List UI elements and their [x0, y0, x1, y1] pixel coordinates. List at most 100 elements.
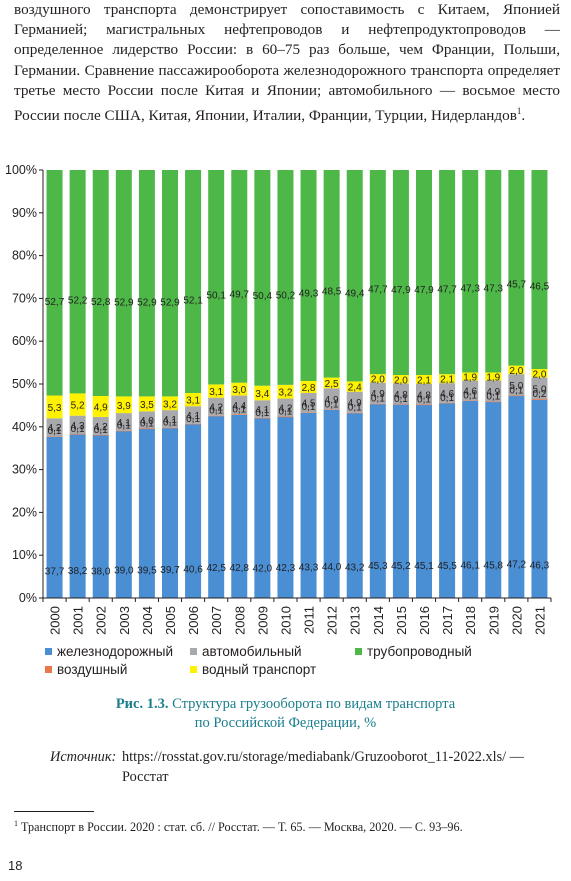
bar-segment [231, 414, 248, 598]
bar-segment [231, 382, 248, 396]
data-label: 5,0 [533, 384, 547, 395]
bar-segment [416, 404, 432, 598]
data-label: 38,2 [68, 566, 88, 577]
bar-segment [162, 427, 178, 429]
legend-swatch [190, 648, 197, 655]
bar-segment [185, 424, 202, 598]
data-label: 0,1 [371, 394, 385, 405]
bar-segment [346, 170, 363, 382]
data-label: 4,9 [486, 387, 500, 398]
data-label: 4,5 [302, 399, 316, 410]
data-label: 4,8 [417, 390, 431, 401]
bar-segment [439, 374, 456, 384]
bar-segment [416, 404, 432, 406]
bar-segment [346, 413, 363, 598]
data-label: 5,2 [71, 401, 85, 412]
bar-segment [92, 395, 109, 417]
bar-segment [138, 396, 155, 412]
y-tick-label: 0% [19, 591, 37, 605]
data-label: 3,5 [140, 400, 154, 411]
bar-segment [323, 377, 340, 389]
bar-segment [162, 396, 178, 411]
y-tick-label: 90% [12, 206, 37, 220]
bar-segment [300, 412, 317, 413]
bar-segment [392, 383, 409, 405]
data-label: 43,2 [345, 563, 365, 574]
bar-segment [508, 395, 525, 397]
data-label: 5,3 [48, 403, 62, 414]
x-tick-label: 2005 [163, 606, 178, 635]
bar-segment [46, 418, 63, 437]
data-label: 4,1 [255, 405, 269, 416]
data-label: 4,2 [94, 422, 108, 433]
bar-segment [323, 388, 340, 410]
data-label: 4,6 [463, 386, 477, 397]
bar-segment [346, 412, 363, 414]
legend-label: трубопроводный [367, 644, 472, 659]
data-label: 3,0 [232, 385, 246, 396]
data-label: 2,5 [325, 379, 339, 390]
bar-segment [462, 380, 479, 401]
data-label: 52,9 [137, 297, 157, 308]
data-label: 50,4 [253, 291, 273, 302]
data-label: 0,1 [325, 399, 339, 410]
body-paragraph-text: воздушного транспорта демонстрирует сопо… [14, 1, 560, 125]
footnote-ref: 1 [516, 106, 522, 117]
bar-segment [254, 417, 271, 419]
bar-segment [485, 170, 502, 373]
data-label: 4,1 [117, 418, 131, 429]
bar-segment [369, 170, 386, 375]
data-label: 42,3 [276, 563, 296, 574]
data-label: 49,7 [230, 289, 250, 300]
data-label: 4,1 [163, 415, 177, 426]
bar-segment [231, 414, 248, 415]
bar-segment [46, 436, 63, 437]
data-label: 2,1 [417, 376, 431, 387]
data-label: 45,2 [391, 561, 411, 572]
bar-segment [92, 416, 109, 435]
bar-segment [462, 372, 479, 381]
data-label: 0,1 [279, 407, 293, 418]
bar-segment [254, 385, 271, 401]
bar-segment [115, 413, 132, 431]
data-label: 3,1 [209, 387, 223, 398]
bar-segment [416, 375, 432, 384]
bar-segment [369, 374, 386, 383]
bar-segment [369, 382, 386, 404]
bars: 37,70,14,25,352,738,20,14,35,252,238,00,… [45, 170, 550, 598]
bar-segment [69, 415, 86, 435]
data-label: 0,1 [255, 408, 269, 419]
data-label: 0,1 [163, 418, 177, 429]
legend-swatch [190, 666, 197, 673]
bar-segment [323, 409, 340, 598]
bar-segment [508, 395, 525, 598]
bar-segment [208, 415, 225, 417]
bar-segment [531, 399, 548, 598]
bar-segment [231, 395, 248, 415]
bar-segment [208, 170, 225, 385]
bar-segment [277, 398, 294, 417]
bar-segment [69, 393, 86, 416]
data-label: 4,8 [394, 390, 408, 401]
y-tick-label: 60% [12, 334, 37, 348]
data-label: 0,1 [509, 386, 523, 397]
data-label: 0,1 [486, 392, 500, 403]
data-label: 52,9 [114, 297, 134, 308]
data-label: 47,9 [391, 285, 411, 296]
bar-segment [416, 384, 432, 405]
data-label: 4,9 [348, 398, 362, 409]
bar-segment [485, 372, 502, 381]
legend-label: водный транспорт [202, 662, 316, 677]
x-tick-label: 2009 [255, 606, 270, 635]
legend-label: железнодорожный [57, 644, 173, 659]
bar-segment [185, 392, 202, 407]
bar-segment [531, 170, 548, 370]
bar-segment [485, 380, 502, 402]
data-label: 39,0 [114, 566, 134, 577]
data-label: 3,2 [163, 399, 177, 410]
bar-segment [439, 402, 456, 404]
data-label: 4,9 [94, 402, 108, 413]
footnote-number: 1 [14, 819, 18, 828]
bar-segment [531, 369, 548, 378]
legend-label: автомобильный [202, 644, 302, 659]
